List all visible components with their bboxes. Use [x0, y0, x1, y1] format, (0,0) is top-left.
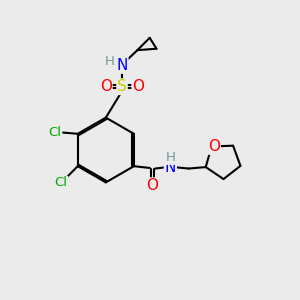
Text: O: O [146, 178, 158, 193]
Text: O: O [208, 139, 220, 154]
Text: H: H [105, 56, 115, 68]
Text: O: O [132, 79, 144, 94]
Text: Cl: Cl [49, 126, 62, 139]
Text: S: S [117, 79, 127, 94]
Text: O: O [100, 79, 112, 94]
Text: Cl: Cl [55, 176, 68, 190]
Text: N: N [165, 160, 176, 175]
Text: N: N [116, 58, 128, 73]
Text: H: H [166, 151, 176, 164]
